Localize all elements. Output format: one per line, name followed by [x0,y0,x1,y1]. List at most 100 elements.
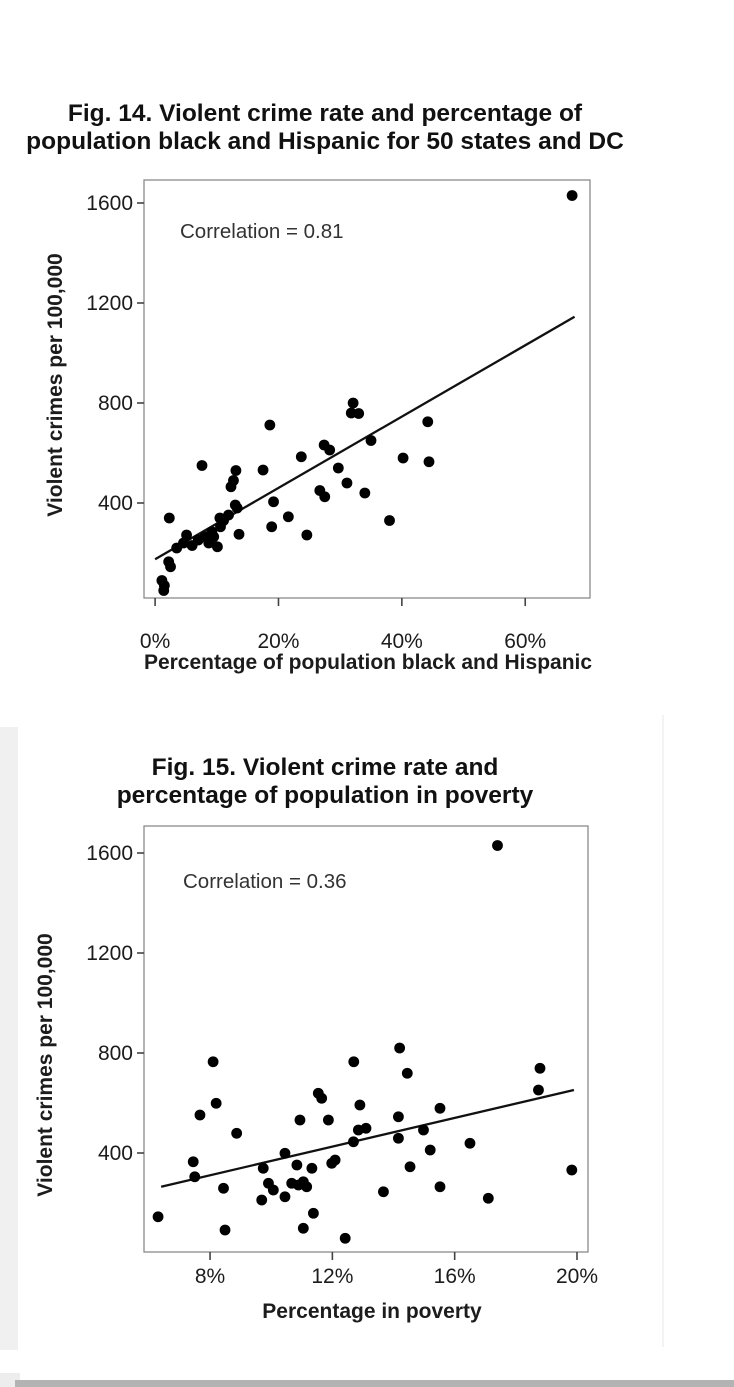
scan-artifact-seam-line [662,715,664,1347]
correlation-label: Correlation = 0.81 [180,220,344,243]
data-point [256,1194,268,1206]
data-point [163,512,175,524]
data-point [230,465,242,476]
data-point [354,1099,366,1111]
data-point [264,419,276,431]
x-axis-tick-label: 20% [556,1265,598,1288]
data-point [301,529,313,541]
x-axis-label: Percentage in poverty [262,1300,482,1323]
data-point [267,1184,279,1196]
data-point [348,1136,359,1148]
data-point [207,1056,219,1068]
data-point [393,1132,404,1144]
data-point [208,531,220,543]
y-axis-label: Violent crimes per 100,000 [34,933,57,1196]
data-point [341,477,353,489]
data-point [348,1056,360,1068]
data-point [378,1186,389,1198]
data-point [359,487,371,499]
fig15-title-line2: percentage of population in poverty [116,782,534,809]
data-point [404,1161,416,1173]
plot-area-border [143,179,591,599]
data-point [347,397,359,409]
data-point [231,502,243,514]
data-point [282,511,294,523]
data-point [393,1111,404,1123]
plot-area-border [143,825,589,1253]
y-axis-tick-label: 800 [98,392,133,415]
data-point [268,496,279,508]
data-point [418,1124,429,1136]
data-point [231,1127,243,1139]
data-point [196,460,208,471]
data-point [434,1181,446,1193]
data-point [566,1164,578,1176]
x-axis-tick-label: 8% [195,1265,225,1288]
data-point [401,1067,413,1079]
data-point [533,1084,544,1096]
trend-line [160,1088,575,1188]
x-axis-tick-label: 16% [434,1265,476,1288]
data-point [279,1191,291,1203]
y-axis-tick-label: 400 [98,492,133,515]
scan-artifact-left-strip [0,727,18,1350]
x-axis-tick-label: 60% [504,630,546,653]
data-point [295,451,307,463]
y-axis-tick-label: 1200 [86,942,133,965]
data-point [218,1182,229,1194]
data-point [422,416,434,428]
data-point [291,1159,303,1171]
fig15-scatter-chart: 400 800 1200 1600 8% 12% 16% 20% Correlation = 0… [34,825,598,1323]
data-point [219,1224,231,1236]
x-axis-tick-label: 40% [381,630,423,653]
data-point [279,1147,291,1159]
data-point [332,462,344,474]
x-axis-tick-label: 20% [257,630,299,653]
data-point [360,1122,372,1134]
data-point [308,1207,319,1219]
data-point [294,1114,306,1126]
data-point [233,528,245,540]
data-point [397,452,409,464]
data-point [181,529,192,541]
data-point [223,509,234,521]
data-point [339,1232,351,1244]
data-point [319,491,331,503]
data-point [424,1144,436,1156]
y-axis-tick-label: 1200 [86,292,133,315]
data-point [534,1062,546,1074]
data-point [353,408,365,419]
y-axis-tick-label: 400 [98,1142,133,1165]
data-point [228,475,239,486]
y-axis-tick-label: 1600 [86,842,133,865]
data-point [257,464,269,476]
fig14-scatter-chart: 400 800 1200 1600 0% 20% 40% 60% Correlation = 0… [44,179,592,674]
data-point [384,515,395,526]
data-point [394,1042,406,1054]
data-point [316,1092,328,1104]
data-point [266,521,278,533]
x-axis-tick-label: 12% [311,1265,353,1288]
fig15-title: Fig. 15. Violent crime rate and percenta… [0,754,650,810]
data-point [324,444,336,456]
data-point [566,190,578,201]
data-point [329,1154,341,1166]
x-axis-tick-label: 0% [140,630,170,653]
data-point [210,1097,222,1109]
scan-artifact-bottom-strip [15,1380,734,1387]
fig15-title-line1: Fig. 15. Violent crime rate and [151,754,499,781]
data-point [158,585,170,596]
y-axis-label: Violent crimes per 100,000 [44,253,67,516]
fig14-title-line2: population black and Hispanic for 50 sta… [26,128,624,155]
data-point [297,1222,309,1234]
data-point [257,1162,269,1174]
fig14-title: Fig. 14. Violent crime rate and percenta… [0,100,650,156]
data-point [212,541,223,553]
data-point [482,1192,494,1204]
data-point [423,456,435,468]
data-point [301,1181,313,1193]
data-point [152,1211,164,1223]
data-point [322,1114,334,1126]
data-point [189,1171,201,1183]
